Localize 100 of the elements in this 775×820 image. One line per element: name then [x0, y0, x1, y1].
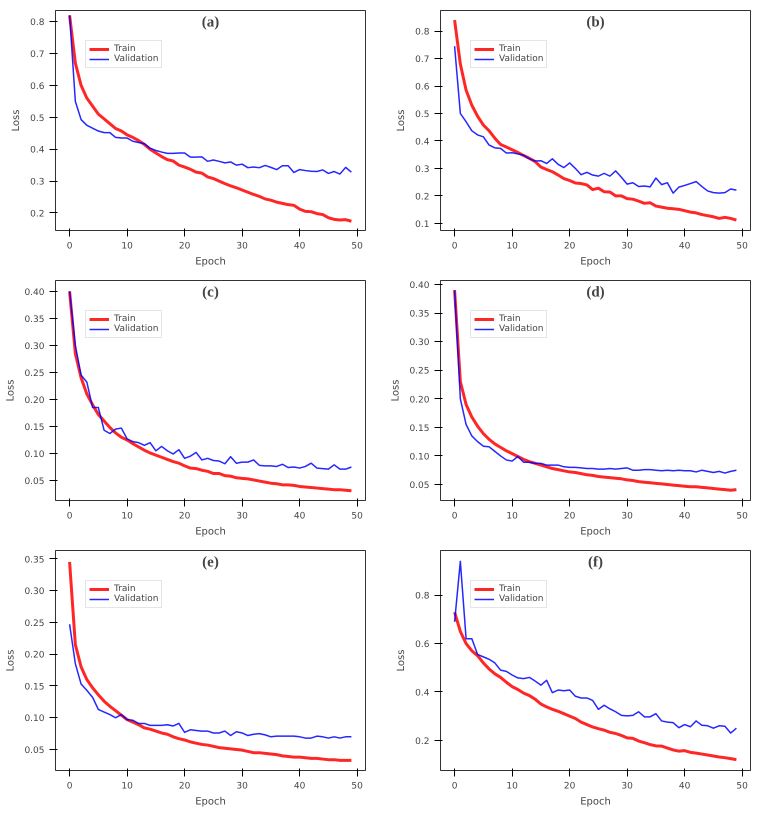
y-tick-label: 0.05	[24, 477, 45, 487]
x-tick-label: 40	[294, 242, 306, 252]
x-tick-label: 10	[121, 242, 134, 252]
x-tick-label: 20	[564, 782, 576, 792]
y-tick-label: 0.4	[415, 688, 430, 698]
y-axis-title: Loss	[396, 650, 408, 672]
y-tick-label: 0.2	[415, 736, 430, 747]
y-tick-label: 0.10	[24, 450, 45, 460]
legend-label: Validation	[114, 54, 158, 64]
y-axis-title: Loss	[11, 110, 22, 132]
legend-label: Train	[499, 44, 521, 54]
y-tick-label: 0.3	[415, 164, 430, 175]
x-tick-label: 30	[621, 512, 634, 522]
x-tick-label: 0	[66, 512, 73, 522]
y-tick-label: 0.35	[24, 314, 45, 325]
y-tick-label: 0.15	[24, 682, 45, 692]
legend-label: Validation	[114, 324, 158, 334]
legend-label: Train	[499, 314, 521, 324]
x-tick-label: 30	[621, 242, 634, 252]
x-tick-label: 30	[621, 782, 634, 792]
y-tick-label: 0.5	[415, 110, 430, 120]
y-tick-label: 0.10	[24, 714, 45, 724]
legend-label: Validation	[499, 54, 544, 64]
chart-title: (d)	[586, 284, 605, 300]
y-tick-label: 0.5	[30, 114, 45, 124]
y-tick-label: 0.7	[30, 50, 45, 60]
y-tick-label: 0.35	[24, 555, 45, 566]
x-tick-label: 20	[178, 242, 191, 252]
x-tick-label: 30	[236, 782, 248, 792]
y-axis-title: Loss	[390, 380, 402, 402]
y-tick-label: 0.8	[30, 18, 45, 28]
y-tick-label: 0.6	[415, 82, 430, 93]
y-tick-label: 0.6	[415, 640, 430, 650]
y-tick-label: 0.25	[409, 366, 430, 377]
y-tick-label: 0.7	[415, 55, 430, 66]
y-tick-label: 0.10	[409, 452, 430, 462]
y-tick-label: 0.4	[415, 137, 430, 148]
x-tick-label: 50	[351, 242, 364, 252]
legend-label: Train	[114, 584, 136, 594]
legend-label: Validation	[499, 324, 544, 334]
x-tick-label: 30	[236, 242, 248, 252]
x-axis-title: Epoch	[580, 256, 611, 268]
chart-title: (b)	[586, 14, 605, 30]
y-axis-title: Loss	[5, 380, 16, 402]
x-tick-label: 40	[294, 782, 306, 792]
chart-title: (a)	[202, 14, 220, 30]
x-tick-label: 10	[506, 782, 518, 792]
x-axis-title: Epoch	[580, 526, 611, 538]
y-tick-label: 0.3	[30, 178, 45, 188]
y-tick-label: 0.20	[24, 396, 45, 406]
x-tick-label: 50	[351, 512, 364, 522]
y-tick-label: 0.40	[24, 288, 45, 298]
legend-label: Train	[499, 584, 521, 594]
x-tick-label: 50	[736, 512, 748, 522]
x-tick-label: 50	[351, 782, 364, 792]
x-tick-label: 50	[736, 242, 748, 252]
y-tick-label: 0.15	[24, 422, 45, 433]
x-tick-label: 10	[121, 782, 134, 792]
y-tick-label: 0.30	[24, 587, 45, 598]
y-tick-label: 0.05	[24, 746, 45, 756]
y-axis-title: Loss	[5, 650, 16, 672]
x-tick-label: 40	[678, 512, 691, 522]
y-tick-label: 0.2	[30, 209, 45, 220]
x-tick-label: 20	[178, 782, 191, 792]
x-tick-label: 20	[564, 512, 576, 522]
y-tick-label: 0.35	[409, 310, 430, 320]
y-tick-label: 0.30	[409, 338, 430, 348]
y-tick-label: 0.6	[30, 82, 45, 92]
x-tick-label: 20	[178, 512, 191, 522]
y-tick-label: 0.25	[24, 618, 45, 629]
x-tick-label: 50	[736, 782, 748, 792]
y-tick-label: 0.15	[409, 424, 430, 434]
x-axis-title: Epoch	[580, 796, 611, 808]
chart-title: (e)	[202, 554, 219, 570]
x-tick-label: 40	[678, 242, 691, 252]
x-tick-label: 0	[452, 242, 458, 252]
y-tick-label: 0.05	[409, 481, 430, 491]
x-tick-label: 40	[678, 782, 691, 792]
x-tick-label: 20	[564, 242, 576, 252]
y-tick-label: 0.25	[24, 368, 45, 379]
y-tick-label: 0.1	[415, 220, 430, 230]
x-tick-label: 0	[452, 782, 458, 792]
x-tick-label: 40	[294, 512, 306, 522]
x-tick-label: 10	[506, 512, 518, 522]
chart-title: (f)	[588, 554, 604, 570]
x-tick-label: 10	[121, 512, 134, 522]
y-tick-label: 0.20	[409, 395, 430, 406]
y-tick-label: 0.30	[24, 342, 45, 352]
x-tick-label: 0	[66, 782, 73, 792]
x-axis-title: Epoch	[195, 526, 226, 538]
x-tick-label: 10	[506, 242, 518, 252]
y-axis-title: Loss	[396, 110, 408, 132]
y-tick-label: 0.2	[415, 192, 430, 202]
chart-title: (c)	[202, 284, 219, 300]
legend-label: Train	[114, 44, 136, 54]
legend-label: Validation	[499, 594, 544, 604]
x-axis-title: Epoch	[195, 256, 226, 268]
y-tick-label: 0.40	[409, 281, 430, 291]
legend-label: Train	[114, 314, 136, 324]
x-tick-label: 0	[452, 512, 458, 522]
